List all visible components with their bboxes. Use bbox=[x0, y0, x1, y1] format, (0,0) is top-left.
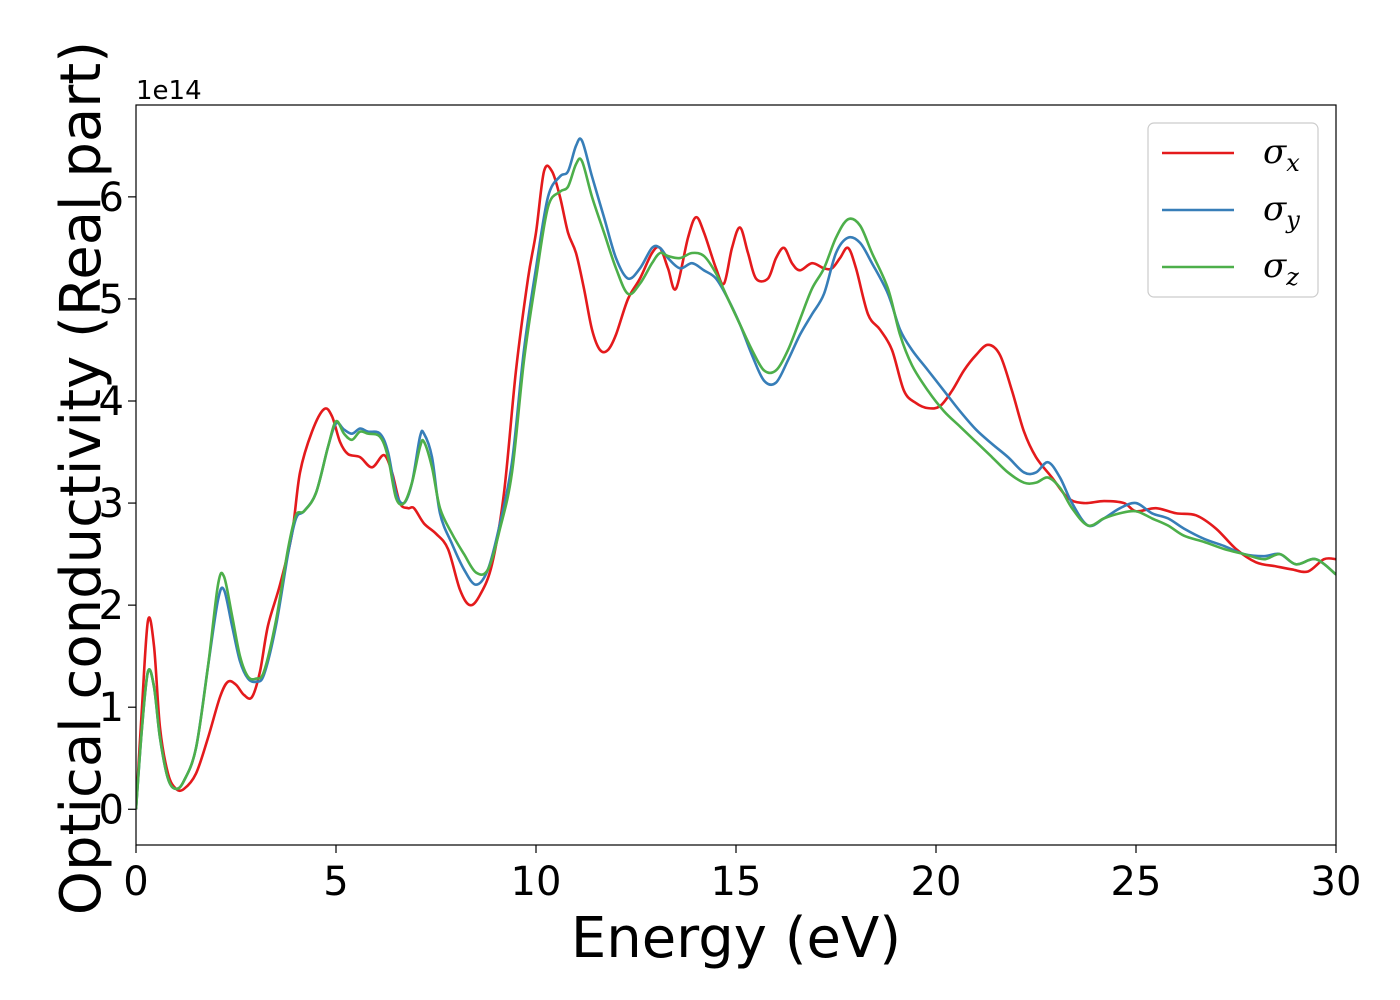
x-tick-label: 15 bbox=[711, 859, 762, 905]
y-offset-label: 1e14 bbox=[136, 76, 202, 106]
y-axis-label: Optical conductivity (Real part) bbox=[49, 41, 114, 915]
x-tick-label: 20 bbox=[911, 859, 962, 905]
y-axis-ticks: 0 1 2 3 4 5 6 bbox=[99, 175, 136, 833]
y-tick-label: 1 bbox=[99, 685, 124, 731]
series-line-z bbox=[136, 157, 1336, 810]
legend-subscript: z bbox=[1285, 263, 1299, 291]
y-tick-label: 5 bbox=[99, 277, 124, 323]
legend-label-x: σx bbox=[1263, 132, 1300, 177]
x-axis-label: Energy (eV) bbox=[571, 906, 901, 971]
y-tick-label: 2 bbox=[99, 583, 124, 629]
x-tick-label: 5 bbox=[323, 859, 348, 905]
x-tick-label: 25 bbox=[1111, 859, 1162, 905]
y-tick-label: 6 bbox=[99, 175, 124, 221]
x-tick-label: 0 bbox=[123, 859, 148, 905]
legend-label-z: σz bbox=[1263, 246, 1299, 291]
x-tick-label: 10 bbox=[511, 859, 562, 905]
legend-symbol: σ bbox=[1263, 132, 1287, 172]
y-tick-label: 3 bbox=[99, 481, 124, 527]
x-tick-label: 30 bbox=[1311, 859, 1362, 905]
y-tick-label: 0 bbox=[99, 787, 124, 833]
legend-subscript: x bbox=[1286, 149, 1300, 177]
y-tick-label: 4 bbox=[99, 379, 124, 425]
series-layer bbox=[136, 137, 1336, 810]
legend-label-y: σy bbox=[1263, 189, 1300, 234]
x-axis-ticks: 0 5 10 15 20 25 30 bbox=[123, 845, 1361, 905]
legend-symbol: σ bbox=[1263, 189, 1287, 229]
legend-symbol: σ bbox=[1263, 246, 1287, 286]
legend-subscript: y bbox=[1285, 206, 1300, 234]
